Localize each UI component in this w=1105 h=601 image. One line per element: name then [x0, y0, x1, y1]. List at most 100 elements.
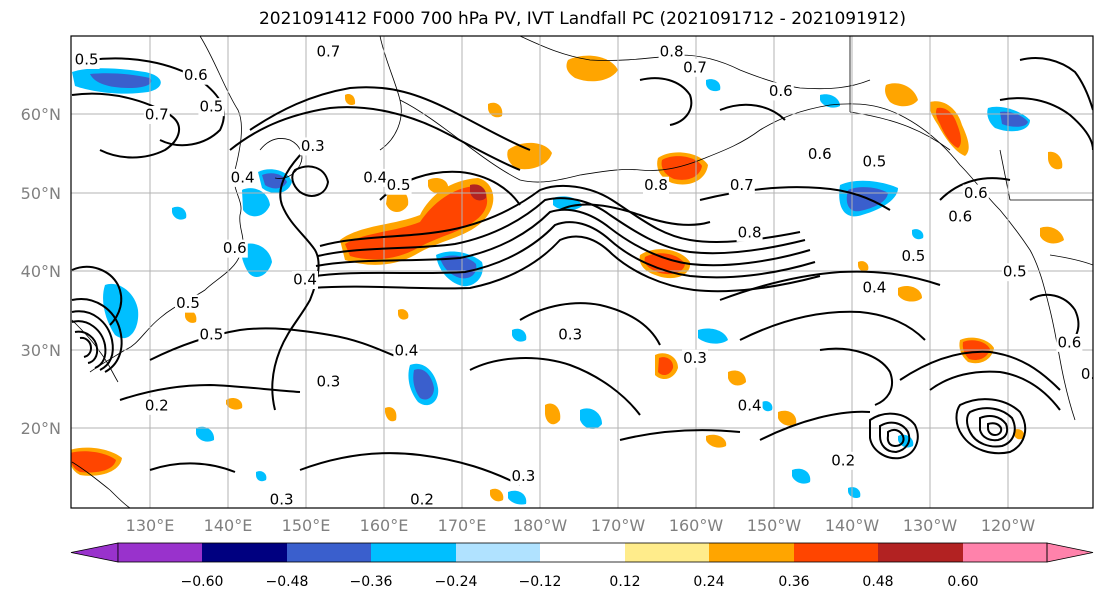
contour-label-bg — [229, 168, 256, 187]
pv-contours — [71, 57, 1093, 486]
contour-label: 0.5 — [901, 247, 925, 265]
contour-label: 0.4 — [738, 396, 762, 414]
colorbar-segment — [794, 543, 878, 562]
contour-label: 0.4 — [394, 341, 418, 359]
colorbar-tick-label: −0.36 — [350, 574, 393, 590]
contour-label-bg — [736, 396, 763, 415]
contour-label-bg — [198, 98, 225, 117]
colorbar — [70, 542, 1094, 563]
lat-label: 20°N — [21, 419, 61, 438]
contour-label-bg — [736, 223, 763, 242]
contour-label: 0.3 — [316, 373, 340, 391]
contour-label: 0.6 — [808, 145, 832, 163]
contour-label-bg — [385, 176, 412, 195]
longitude-labels: 130°E 140°E 150°E 160°E 170°E 180°W 170°… — [126, 516, 1036, 535]
contour-label: 0.2 — [1096, 412, 1105, 430]
colorbar-segment — [709, 543, 794, 562]
contour-label-bg — [182, 66, 209, 85]
contour-label-bg — [900, 247, 927, 266]
contour-label-bg — [175, 294, 201, 313]
contour-label: 0.5 — [862, 153, 886, 171]
contour-label-bg — [299, 137, 326, 156]
colorbar-segment — [963, 543, 1047, 562]
contour-label: 0.4 — [293, 271, 317, 289]
contour-label-bg — [362, 168, 389, 187]
contour-label: 0.3 — [683, 349, 707, 367]
contour-label: 0.6 — [184, 66, 208, 84]
colorbar-segment — [456, 543, 540, 562]
colorbar-tick-label: −0.24 — [435, 574, 478, 590]
contour-label: 0.5 — [176, 294, 200, 312]
contour-label-bg — [947, 208, 974, 227]
contour-label: 0.2 — [410, 491, 434, 509]
contour-label: 0.6 — [769, 82, 793, 100]
map-frame — [70, 35, 1094, 509]
colorbar-tick-label: −0.12 — [519, 574, 562, 590]
colorbar-segment — [118, 543, 202, 562]
colorbar-tick-labels: −0.60 −0.48 −0.36 −0.24 −0.12 0.12 0.24 … — [181, 574, 979, 590]
contour-label-bg — [861, 278, 888, 297]
map-title: 2021091412 F000 700 hPa PV, IVT Landfall… — [258, 9, 906, 29]
contour-label-bg — [806, 145, 833, 164]
contour-label: 0.6 — [223, 239, 247, 257]
contour-label: 0.7 — [145, 106, 169, 124]
lon-label: 130°W — [903, 516, 958, 535]
colorbar-tick-label: 0.36 — [778, 574, 809, 590]
colorbar-extend-low — [70, 542, 119, 563]
latitude-labels: 60°N 50°N 40°N 30°N 20°N — [21, 105, 61, 438]
lon-label: 150°E — [282, 516, 331, 535]
contour-label-bg — [1001, 263, 1028, 282]
contour-label-bg — [861, 153, 888, 172]
colorbar-tick-label: 0.60 — [947, 574, 978, 590]
colorbar-segment — [625, 543, 709, 562]
contour-label: 0.7 — [683, 58, 707, 76]
contour-label: 0.5 — [199, 98, 223, 116]
lon-label: 160°E — [360, 516, 409, 535]
contour-label: 0.6 — [948, 208, 972, 226]
lat-label: 60°N — [21, 105, 61, 124]
contour-label: 0.6 — [1081, 365, 1105, 383]
contour-label-bg — [962, 184, 989, 203]
lon-label: 120°W — [981, 516, 1036, 535]
contour-label: 0.5 — [387, 176, 411, 194]
contour-label-bg — [830, 451, 857, 470]
contour-label-bg — [221, 239, 248, 258]
contour-label-bg — [143, 106, 170, 124]
contour-label: 0.5 — [75, 50, 99, 68]
contour-label-bg — [728, 176, 755, 195]
contour-label-bg — [1095, 413, 1105, 431]
contour-label-bg — [315, 43, 342, 62]
contour-label-bg — [643, 176, 669, 195]
contour-label-bg — [73, 50, 100, 69]
contour-label-bg — [1079, 365, 1093, 384]
contour-label: 0.8 — [644, 176, 668, 194]
lon-label: 130°E — [126, 516, 175, 535]
colorbar-tick-label: −0.48 — [266, 574, 309, 590]
lat-label: 50°N — [21, 184, 61, 203]
contour-label-bg — [393, 341, 420, 360]
colorbar-segment — [371, 543, 456, 562]
contour-label-bg — [315, 373, 342, 392]
contour-label: 0.8 — [660, 43, 684, 61]
contour-label: 0.3 — [558, 326, 582, 344]
contour-label: 0.3 — [511, 467, 535, 485]
contour-label: 0.4 — [862, 278, 886, 296]
contour-label-bg — [409, 491, 435, 508]
contour-label: 0.4 — [363, 168, 387, 186]
colorbar-tick-label: 0.48 — [862, 574, 893, 590]
lon-label: 170°E — [438, 516, 487, 535]
contour-labels: 0.50.60.7 0.50.30.7 0.80.70.60.6 0.50.7 0.60… — [73, 43, 1105, 509]
contour-label: 0.6 — [1057, 333, 1081, 351]
pv-anomaly-shading — [71, 55, 1064, 505]
lon-label: 180°W — [513, 516, 568, 535]
colorbar-frame — [117, 542, 1048, 563]
colorbar-tick-label: 0.24 — [693, 574, 724, 590]
contour-label: 0.6 — [964, 184, 988, 202]
contour-label-bg — [1056, 333, 1083, 352]
contour-label-bg — [198, 326, 225, 345]
contour-label: 0.2 — [145, 396, 169, 414]
contour-label-bg — [767, 82, 794, 101]
lon-label: 150°W — [747, 516, 802, 535]
contour-label: 0.7 — [730, 176, 754, 194]
